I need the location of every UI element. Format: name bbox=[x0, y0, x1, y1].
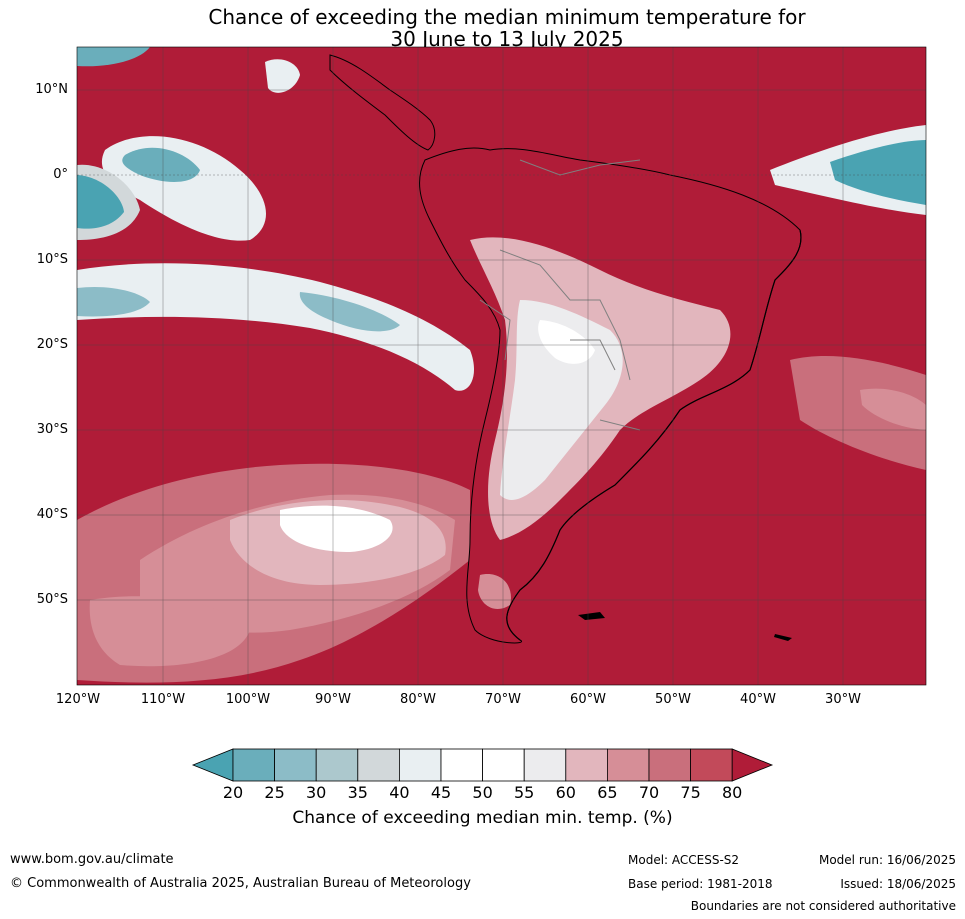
lat-label-40s: 40°S bbox=[36, 507, 68, 522]
lat-label-20s: 20°S bbox=[36, 337, 68, 352]
lon-label-40w: 40°W bbox=[740, 692, 776, 707]
coastline bbox=[506, 229, 802, 641]
colorbar-cell bbox=[482, 748, 525, 782]
south-atlantic-patch-pale bbox=[860, 388, 926, 430]
colorbar-tick-label: 65 bbox=[597, 783, 618, 802]
pacific-band-south-blue2 bbox=[299, 292, 400, 332]
central-america-land bbox=[329, 54, 436, 151]
colorbar-cell bbox=[440, 748, 483, 782]
colorbar-cell bbox=[232, 748, 275, 782]
graticule bbox=[77, 47, 926, 685]
pacific-patch-equator-blue bbox=[77, 175, 124, 229]
colorbar-tick-label: 75 bbox=[680, 783, 701, 802]
colorbar-tick-label: 30 bbox=[306, 783, 327, 802]
copyright-text: © Commonwealth of Australia 2025, Austra… bbox=[10, 876, 471, 891]
lon-label-60w: 60°W bbox=[570, 692, 606, 707]
lat-label-10n: 10°N bbox=[35, 82, 68, 97]
lon-label-120w: 120°W bbox=[55, 692, 101, 707]
model-text: Model: ACCESS-S2 bbox=[628, 853, 740, 867]
colorbar-tick-label: 60 bbox=[555, 783, 576, 802]
south-atlantic-patch bbox=[790, 355, 926, 470]
colorbar-tick-label: 20 bbox=[222, 783, 244, 802]
colorbar-tick-label: 25 bbox=[264, 783, 285, 802]
colorbar-cell bbox=[607, 748, 650, 782]
colorbar-cell bbox=[565, 748, 608, 782]
pacific-patch-north-blue bbox=[122, 147, 200, 182]
lon-label-110w: 110°W bbox=[140, 692, 186, 707]
lon-label-70w: 70°W bbox=[485, 692, 521, 707]
colorbar-tick-label: 50 bbox=[472, 783, 493, 802]
pacific-patch-top bbox=[265, 59, 300, 93]
issued-text: Issued: 18/06/2025 bbox=[840, 877, 956, 891]
colorbar-arrow-low bbox=[191, 748, 234, 782]
colorbar-cell bbox=[315, 748, 359, 782]
colorbar-tick-label: 35 bbox=[347, 783, 368, 802]
south-georgia bbox=[774, 634, 792, 641]
disclaimer-text: Boundaries are not considered authoritat… bbox=[690, 899, 956, 913]
colorbar-tick-label: 45 bbox=[430, 783, 452, 802]
map-frame bbox=[76, 46, 927, 686]
pacific-band-south bbox=[77, 263, 475, 391]
south-ocean-band-white bbox=[280, 505, 393, 552]
colorbar-tick-label: 80 bbox=[722, 783, 743, 802]
lat-label-10s: 10°S bbox=[36, 252, 68, 267]
colorbar-cell bbox=[398, 748, 442, 782]
pacific-band-south-blue bbox=[77, 286, 150, 317]
lon-label-100w: 100°W bbox=[225, 692, 271, 707]
pacific-patch-top-left bbox=[77, 47, 150, 67]
colorbar-cell bbox=[357, 748, 400, 782]
south-ocean-patch bbox=[89, 596, 250, 667]
colorbar-label: Chance of exceeding median min. temp. (%… bbox=[292, 808, 673, 828]
interior-white bbox=[538, 320, 595, 364]
lat-label-30s: 30°S bbox=[36, 422, 68, 437]
south-tip-light bbox=[478, 574, 511, 610]
colorbar-cell bbox=[274, 748, 317, 782]
colorbar-tick-label: 70 bbox=[638, 783, 660, 802]
model-run-text: Model run: 16/06/2025 bbox=[818, 853, 956, 867]
base-period-text: Base period: 1981-2018 bbox=[628, 877, 773, 891]
country-borders bbox=[479, 159, 641, 431]
colorbar-cell bbox=[648, 748, 691, 782]
website-text: www.bom.gov.au/climate bbox=[10, 852, 174, 867]
lat-label-50s: 50°S bbox=[36, 592, 68, 607]
lon-label-50w: 50°W bbox=[655, 692, 691, 707]
colorbar-arrow-high bbox=[731, 748, 774, 782]
lon-label-90w: 90°W bbox=[315, 692, 351, 707]
map-title-line1: Chance of exceeding the median minimum t… bbox=[208, 5, 806, 29]
colorbar-tick-label: 55 bbox=[514, 783, 535, 802]
lon-label-30w: 30°W bbox=[825, 692, 861, 707]
lon-label-80w: 80°W bbox=[400, 692, 436, 707]
lat-label-0: 0° bbox=[53, 167, 68, 182]
atlantic-patch-blue bbox=[830, 140, 926, 205]
colorbar-cell bbox=[523, 748, 567, 782]
falkland-islands bbox=[578, 612, 605, 620]
colorbar-cell bbox=[690, 748, 733, 782]
colorbar-tick-label: 40 bbox=[389, 783, 410, 802]
